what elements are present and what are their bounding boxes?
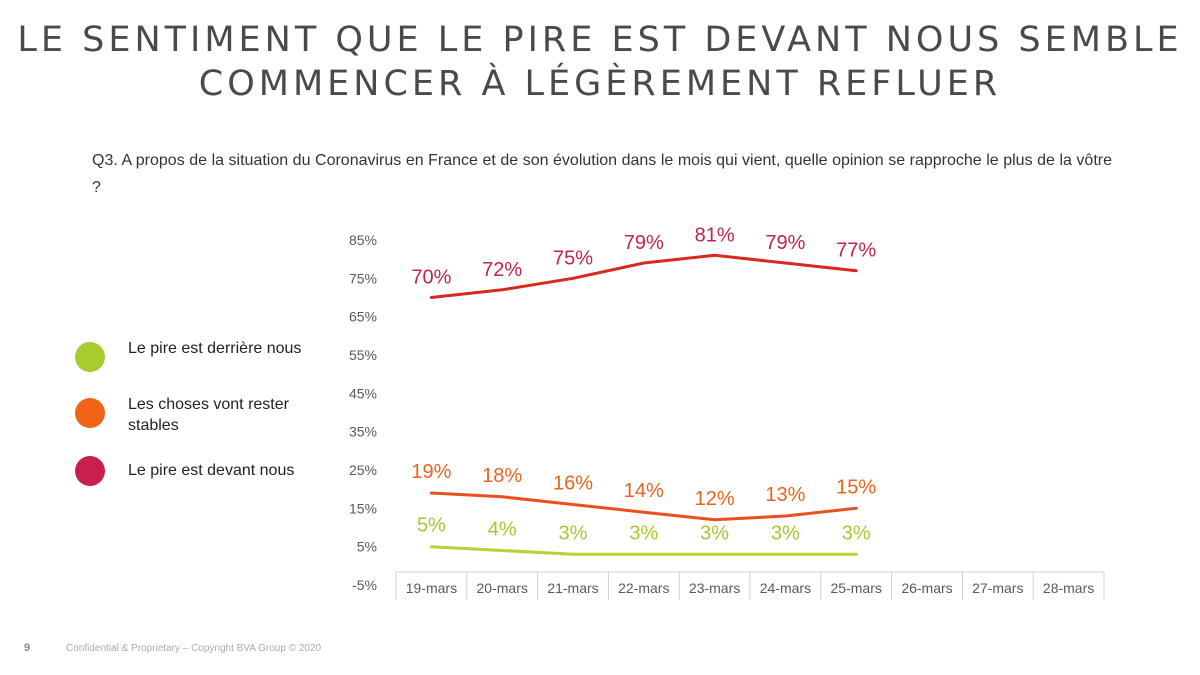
data-label: 14% <box>624 480 664 502</box>
title-line-1: LE SENTIMENT QUE LE PIRE EST DEVANT NOUS… <box>17 20 1183 60</box>
data-label: 75% <box>553 247 593 269</box>
y-tick-label: -5% <box>352 577 377 593</box>
data-label: 3% <box>700 522 729 544</box>
legend-label-derriere: Le pire est derrière nous <box>128 340 302 357</box>
data-label: 3% <box>771 522 800 544</box>
data-label: 3% <box>842 522 871 544</box>
data-label: 15% <box>836 476 876 498</box>
title-line-2: COMMENCER À LÉGÈREMENT REFLUER <box>198 64 1002 104</box>
page-number: 9 <box>24 642 31 654</box>
data-labels: 5% 4% 3% 3% 3% 3% 3% 19% 18% 16% 14% 12% 13% 15% 70% 72… <box>411 224 876 544</box>
data-label: 19% <box>411 461 451 483</box>
x-tick-label: 23-mars <box>689 580 740 596</box>
x-tick-label: 26-mars <box>901 580 952 596</box>
series-lines <box>429 253 858 556</box>
data-label: 5% <box>417 515 446 537</box>
legend-label-stables: Les choses vont rester stables <box>128 396 289 434</box>
question-text: Q3. A propos de la situation du Coronavi… <box>92 152 1112 196</box>
legend-dot-derriere <box>75 342 105 372</box>
y-tick-label: 75% <box>349 270 377 286</box>
y-tick-label: 65% <box>349 309 377 325</box>
x-tick-label: 28-mars <box>1043 580 1094 596</box>
y-tick-label: 45% <box>349 385 377 401</box>
data-label: 16% <box>553 473 593 495</box>
data-label: 3% <box>559 522 588 544</box>
legend-dot-devant <box>75 456 105 486</box>
data-label: 72% <box>482 259 522 281</box>
data-label: 18% <box>482 465 522 487</box>
data-label: 13% <box>765 484 805 506</box>
series-line-1 <box>429 545 858 556</box>
y-tick-label: 15% <box>349 500 377 516</box>
x-tick-label: 25-mars <box>831 580 882 596</box>
data-label: 81% <box>695 224 735 246</box>
x-tick-label: 20-mars <box>477 580 528 596</box>
legend-label-devant: Le pire est devant nous <box>128 462 295 479</box>
data-label: 70% <box>411 267 451 289</box>
y-axis: 85% 75% 65% 55% 45% 35% 25% 15% 5% -5% <box>349 232 377 593</box>
data-label: 3% <box>629 522 658 544</box>
y-tick-label: 55% <box>349 347 377 363</box>
data-label: 12% <box>695 488 735 510</box>
x-tick-label: 27-mars <box>972 580 1023 596</box>
x-tick-label: 19-mars <box>406 580 457 596</box>
y-tick-label: 5% <box>357 539 377 555</box>
x-tick-label: 21-mars <box>547 580 598 596</box>
x-axis: 19-mars 20-mars 21-mars 22-mars 23-mars 24-ma… <box>395 571 1105 600</box>
data-label: 79% <box>765 232 805 254</box>
x-tick-label: 22-mars <box>618 580 669 596</box>
data-label: 79% <box>624 232 664 254</box>
data-label: 77% <box>836 240 876 262</box>
slide-title: LE SENTIMENT QUE LE PIRE EST DEVANT NOUS… <box>0 18 1200 106</box>
x-tick-label: 24-mars <box>760 580 811 596</box>
y-tick-label: 25% <box>349 462 377 478</box>
series-line-3 <box>429 253 858 299</box>
legend-dot-stables <box>75 398 105 428</box>
y-tick-label: 35% <box>349 424 377 440</box>
y-tick-label: 85% <box>349 232 377 248</box>
series-line-2 <box>429 491 858 522</box>
data-label: 4% <box>488 519 517 541</box>
footer-copyright: Confidential & Proprietary – Copyright B… <box>66 643 322 654</box>
